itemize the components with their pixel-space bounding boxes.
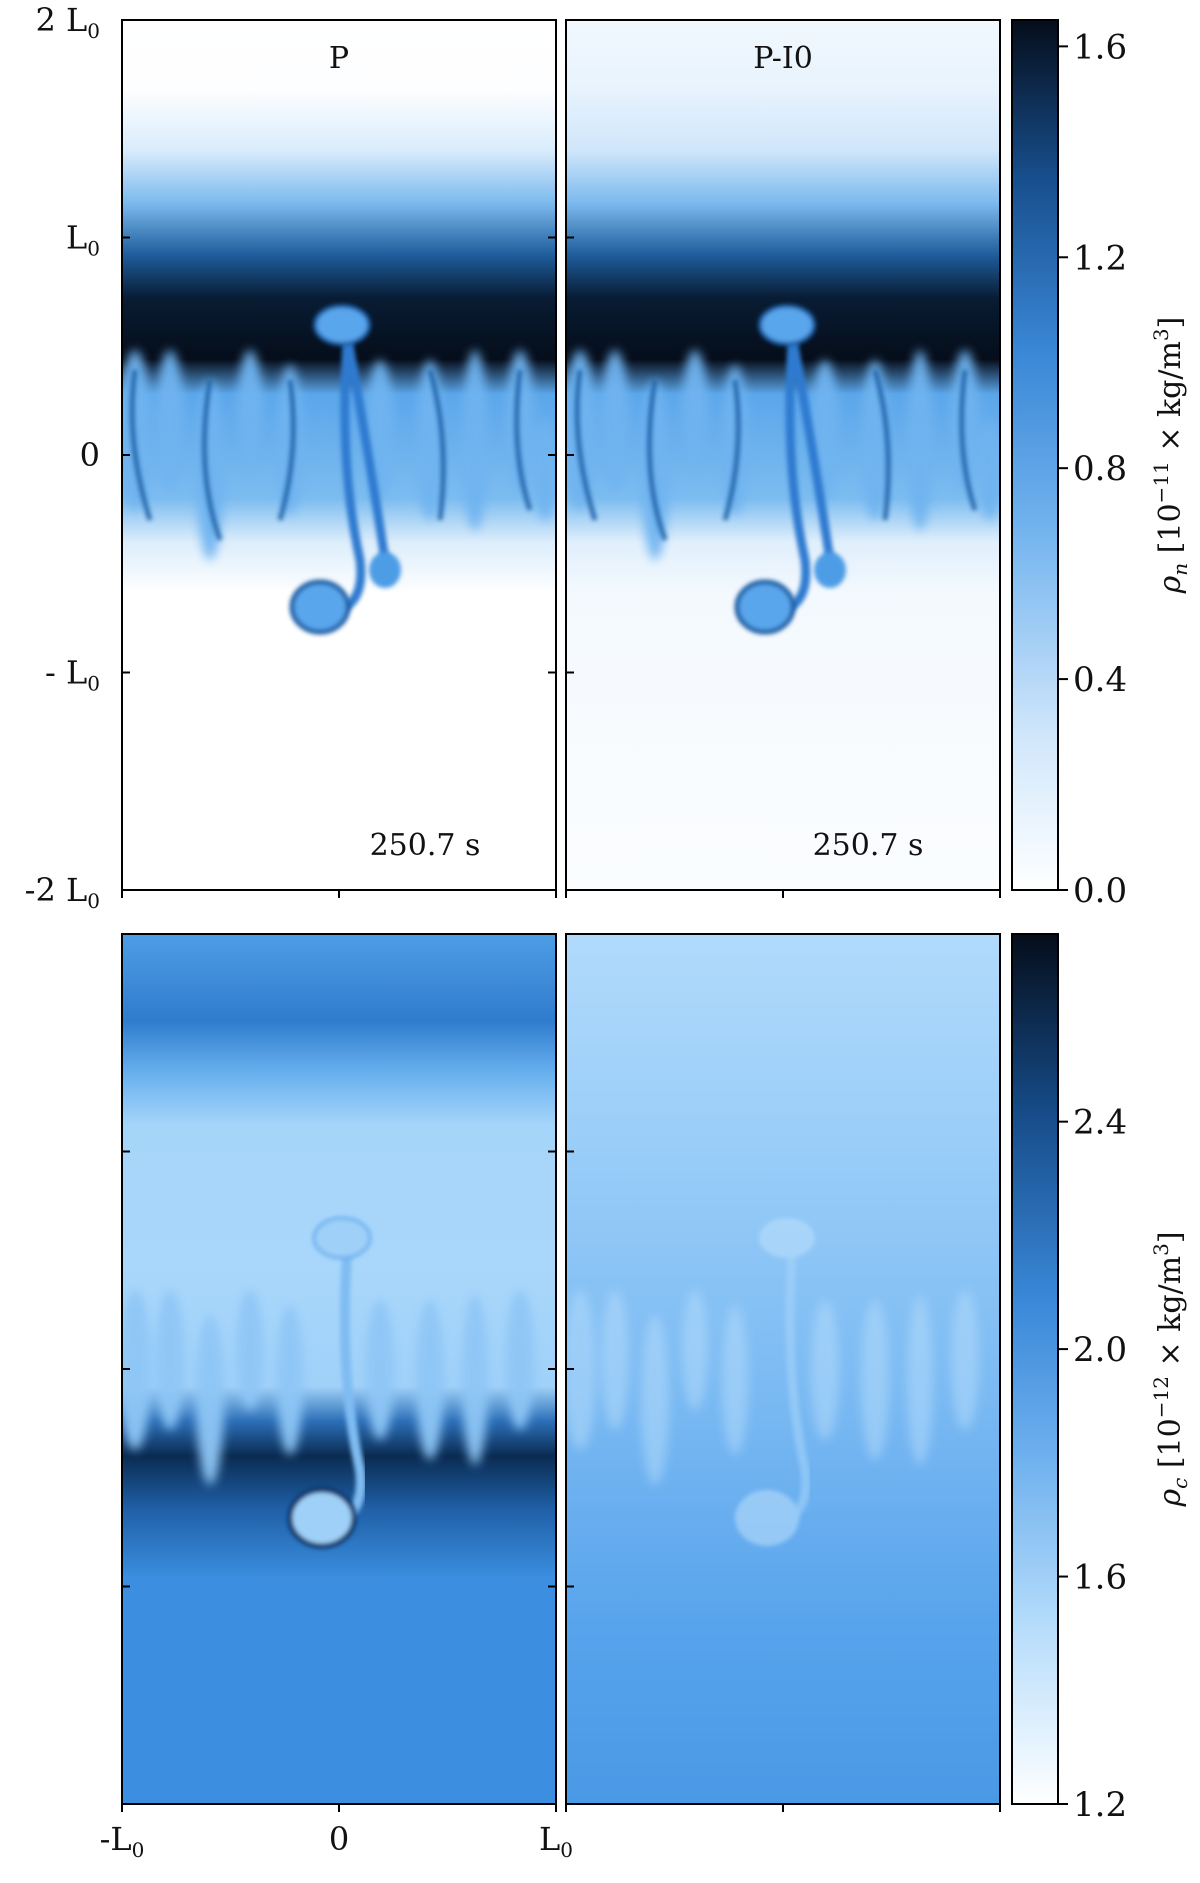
colorbar-tick-label: 1.6: [1073, 27, 1127, 67]
colorbar-tick-label: 0.8: [1073, 449, 1127, 489]
top-panel-P: [121, 19, 557, 891]
bottom-panel-P: [121, 933, 557, 1805]
panel-label-P: P: [329, 41, 349, 76]
colorbar-top-label: ρn [10−11 × kg/m3]: [1149, 317, 1192, 595]
colorbar-tick-label: 2.4: [1073, 1103, 1127, 1143]
bottom-panel-P-I0: [565, 933, 1001, 1805]
top-panel-P-I0-field: [566, 20, 1000, 890]
panel-label-P-I0: P-I0: [753, 41, 813, 76]
colorbar-bottom: 2.4 2.0 1.6 1.2 ρc [10−12 × kg/m3]: [1011, 933, 1192, 1825]
x-tick-label: 0: [329, 1820, 349, 1858]
colorbar-tick-label: 1.2: [1073, 1785, 1127, 1825]
colorbar-tick-label: 0.4: [1073, 660, 1127, 700]
y-tick-label: - L0: [45, 654, 100, 696]
colorbar-bottom-gradient: [1012, 934, 1058, 1804]
colorbar-bottom-label: ρc [10−12 × kg/m3]: [1149, 1231, 1192, 1507]
colorbar-top: 1.6 1.2 0.8 0.4 0.0 ρn [10−11 × kg/m3]: [1011, 19, 1192, 911]
bottom-panel-P-fingers: [122, 1216, 534, 1549]
bottom-panel-P-I0-field: [566, 934, 1000, 1804]
top-panel-P-fingers: [122, 304, 556, 635]
colorbar-tick-label: 2.0: [1073, 1330, 1127, 1370]
time-label-P: 250.7 s: [370, 828, 481, 863]
x-tick-label: -L0: [100, 1820, 145, 1862]
axes-group: 2 L0 L0 0 - L0 -2 L0 -L0 0 L0: [25, 1, 1001, 1862]
top-panel-P-I0-fingers: [566, 304, 1000, 635]
y-tick-label: L0: [66, 219, 100, 261]
colorbar-top-ticks: 1.6 1.2 0.8 0.4 0.0: [1058, 27, 1127, 911]
colorbar-tick-label: 1.2: [1073, 238, 1127, 278]
y-tick-label: 0: [80, 436, 100, 474]
colorbar-bottom-ticks: 2.4 2.0 1.6 1.2: [1058, 1103, 1127, 1825]
colorbar-tick-label: 0.0: [1073, 871, 1127, 911]
colorbar-bottom-frame: [1011, 933, 1059, 1805]
top-panel-P-I0: [565, 19, 1001, 891]
colorbar-tick-label: 1.6: [1073, 1558, 1127, 1598]
bottom-panel-P-I0-fingers: [566, 1218, 979, 1546]
x-tick-label: L0: [539, 1820, 573, 1862]
bottom-panel-P-field: [122, 934, 556, 1804]
colorbar-top-frame: [1011, 19, 1059, 891]
time-label-P-I0: 250.7 s: [813, 828, 924, 863]
y-tick-label: 2 L0: [35, 1, 100, 43]
y-tick-label: -2 L0: [25, 871, 100, 913]
top-panel-P-field: [122, 20, 556, 890]
colorbar-top-gradient: [1012, 20, 1058, 890]
